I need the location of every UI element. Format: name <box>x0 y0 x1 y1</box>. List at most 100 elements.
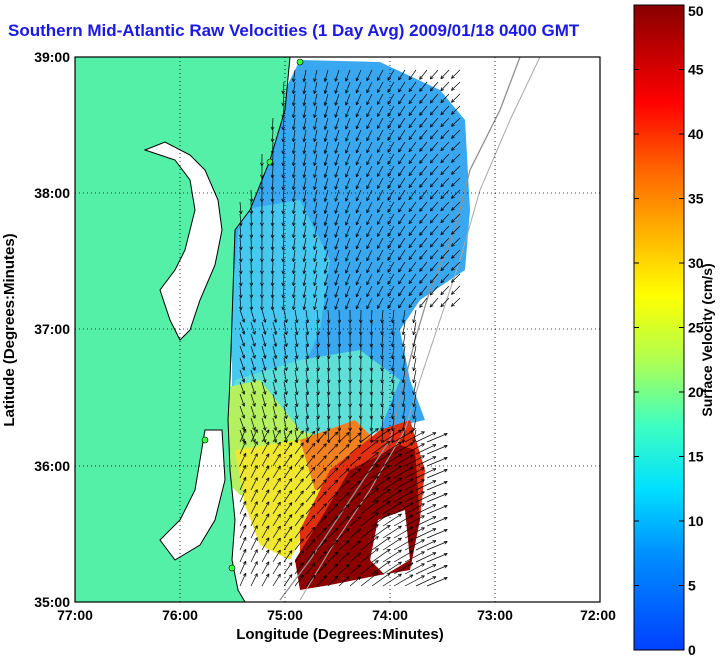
velocity-arrow-head <box>334 269 336 274</box>
velocity-arrow <box>282 237 285 250</box>
velocity-arrow-head <box>275 403 278 407</box>
velocity-arrow-head <box>293 102 296 107</box>
velocity-arrow-head <box>281 162 284 167</box>
velocity-arrow-head <box>282 174 285 179</box>
velocity-arrow <box>415 480 437 491</box>
velocity-arrow <box>402 393 406 407</box>
velocity-arrow-head <box>313 174 315 178</box>
velocity-arrow <box>382 525 402 539</box>
velocity-arrow <box>250 513 258 527</box>
velocity-arrow <box>366 189 373 201</box>
velocity-arrow-head <box>314 90 317 94</box>
velocity-arrow-head <box>313 210 315 214</box>
velocity-arrow-head <box>254 426 256 431</box>
velocity-arrow <box>324 117 329 130</box>
velocity-arrow-head <box>265 427 267 431</box>
velocity-arrow-head <box>277 537 281 541</box>
velocity-arrow-head <box>272 306 275 311</box>
velocity-arrow <box>355 93 362 106</box>
velocity-arrow-head <box>402 403 406 408</box>
velocity-arrow <box>415 516 437 527</box>
velocity-arrow <box>250 333 256 347</box>
velocity-arrow <box>261 429 270 443</box>
velocity-arrow-head <box>419 209 423 212</box>
velocity-arrow-head <box>377 114 381 117</box>
velocity-arrow <box>349 504 361 515</box>
velocity-arrow-head <box>419 221 423 224</box>
velocity-arrow-head <box>387 222 391 225</box>
velocity-arrow-head <box>254 525 258 528</box>
velocity-arrow-head <box>444 517 448 521</box>
velocity-arrow-head <box>377 78 381 81</box>
velocity-arrow-head <box>412 355 414 359</box>
velocity-arrow-head <box>270 150 273 155</box>
bathymetry-contour <box>299 57 541 601</box>
velocity-arrow <box>408 237 417 249</box>
velocity-arrow <box>324 213 329 226</box>
velocity-arrow-head <box>419 279 421 284</box>
velocity-arrow-head <box>345 150 349 154</box>
velocity-arrow <box>398 249 406 261</box>
velocity-arrow-head <box>316 367 319 372</box>
velocity-arrow-head <box>386 488 390 491</box>
velocity-arrow-head <box>357 552 361 555</box>
velocity-arrow-head <box>392 355 395 360</box>
colorbar-tick-label: 35 <box>688 191 704 207</box>
velocity-arrow-head <box>314 162 317 166</box>
velocity-arrow <box>294 321 298 335</box>
velocity-arrow-head <box>444 529 448 533</box>
velocity-arrow <box>338 492 350 503</box>
velocity-arrow-head <box>408 280 410 284</box>
velocity-arrow-head <box>281 150 284 155</box>
velocity-arrow-head <box>260 306 263 311</box>
velocity-arrow <box>355 261 362 274</box>
velocity-arrow-head <box>440 221 445 224</box>
velocity-arrow-head <box>419 243 421 248</box>
velocity-arrow-head <box>335 114 338 118</box>
velocity-arrow <box>261 561 270 575</box>
velocity-arrow-head <box>345 174 349 178</box>
velocity-arrow-head <box>303 138 307 143</box>
velocity-arrow-head <box>311 538 316 542</box>
velocity-arrow <box>313 285 318 298</box>
velocity-arrow-head <box>345 186 349 190</box>
velocity-arrow-head <box>419 123 421 128</box>
velocity-arrow <box>440 165 450 176</box>
velocity-arrow-head <box>242 572 247 576</box>
velocity-arrow-head <box>300 466 304 469</box>
velocity-arrow <box>239 525 247 539</box>
velocity-arrow-head <box>392 415 395 420</box>
velocity-arrow <box>415 468 437 479</box>
velocity-arrow-head <box>252 343 256 347</box>
velocity-arrow <box>250 429 258 443</box>
velocity-arrow-head <box>293 246 296 251</box>
velocity-arrow <box>305 357 309 371</box>
velocity-arrow <box>283 538 293 551</box>
velocity-arrow <box>382 465 402 479</box>
velocity-arrow-head <box>334 515 338 518</box>
velocity-arrow-head <box>314 138 317 142</box>
velocity-arrow <box>440 117 450 128</box>
velocity-arrow <box>413 369 417 383</box>
velocity-arrow <box>429 105 439 116</box>
velocity-arrow-head <box>281 198 284 203</box>
velocity-arrow <box>239 429 245 443</box>
velocity-arrow <box>305 442 316 455</box>
velocity-arrow-head <box>249 294 252 299</box>
velocity-arrow <box>272 429 277 443</box>
velocity-arrow <box>282 297 285 310</box>
velocity-arrow-head <box>347 552 350 556</box>
velocity-arrow-head <box>399 453 402 458</box>
velocity-arrow <box>327 345 330 360</box>
velocity-arrow-head <box>451 218 453 223</box>
velocity-arrow <box>415 528 437 539</box>
velocity-arrow-head <box>398 185 402 189</box>
velocity-arrow-head <box>345 114 349 118</box>
velocity-arrow <box>250 441 258 455</box>
velocity-arrow-head <box>254 441 258 444</box>
velocity-arrow <box>283 466 293 479</box>
velocity-arrow-head <box>284 367 287 371</box>
velocity-arrow-head <box>451 170 453 175</box>
velocity-arrow-head <box>334 491 338 494</box>
velocity-arrow-head <box>412 415 414 419</box>
